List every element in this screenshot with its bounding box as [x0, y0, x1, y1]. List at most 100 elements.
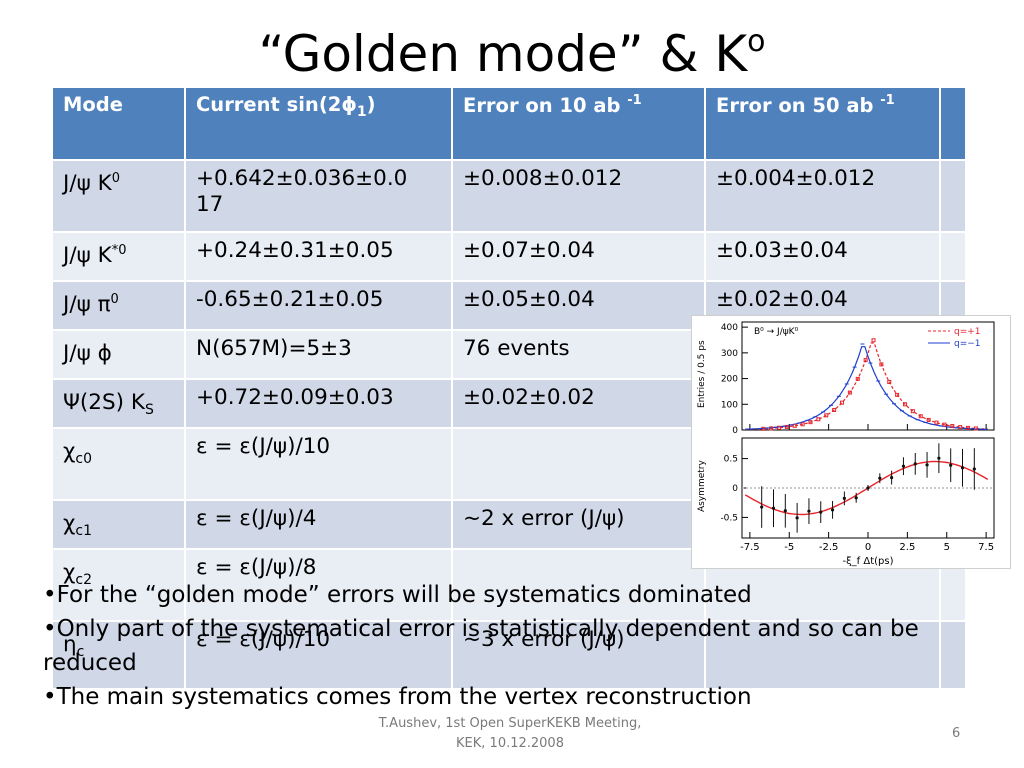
q-plus-point — [808, 420, 813, 425]
asymmetry-point — [807, 509, 811, 513]
q-plus-point — [879, 362, 884, 367]
cell-current-text: ε = ε(J/ψ)/10 — [196, 434, 331, 459]
cell-current-text: N(657M)=5±3 — [196, 336, 352, 361]
asymmetry-point — [760, 505, 764, 509]
cell-mode-sup: *0 — [111, 243, 127, 258]
bullet-list: •For the “golden mode” errors will be sy… — [43, 578, 983, 714]
asymmetry-point — [949, 463, 953, 467]
q-plus-point — [895, 392, 900, 397]
asymmetry-point — [842, 496, 846, 501]
cell-err50-text: ±0.02±0.04 — [716, 287, 848, 312]
cell-extra — [939, 159, 967, 233]
table-row: J/ψ π0 -0.65±0.21±0.05 ±0.05±0.04 ±0.02±0.0… — [51, 280, 967, 331]
asymmetry-point — [901, 464, 906, 468]
cell-mode-text: χ — [63, 511, 76, 536]
legend-q-plus-label: q=+1 — [954, 327, 981, 337]
cell-err10: ±0.02±0.02 — [451, 378, 706, 429]
q-plus-point — [926, 417, 931, 422]
legend-box — [924, 324, 990, 350]
cell-mode-text: η — [63, 632, 77, 657]
legend-q-minus-label: q=−1 — [954, 339, 981, 349]
cell-err10: ~2 x error (J/ψ) — [451, 499, 706, 550]
cell-mode: J/ψ K*0 — [51, 231, 186, 282]
cell-err10 — [451, 548, 706, 622]
x-axis-label: -ξ_f Δt(ps) — [842, 556, 893, 567]
q-plus-point — [832, 407, 837, 412]
legend-title: B⁰ → J/ψK⁰ — [754, 327, 799, 337]
cell-current-text: ε = ε(J/ψ)/4 — [196, 506, 317, 531]
asymmetry-point — [890, 475, 894, 480]
bullet-2: •Only part of the systematical error is … — [43, 616, 919, 676]
table-header-row: Mode Current sin(2ϕ1) Error on 10 ab -1 … — [51, 86, 967, 161]
cell-current: -0.65±0.21±0.05 — [184, 280, 453, 331]
q-plus-point — [800, 422, 805, 427]
q-plus-point — [824, 413, 829, 418]
cell-err10: ±0.07±0.04 — [451, 231, 706, 282]
cell-mode: χc0 — [51, 427, 186, 501]
header-mode: Mode — [51, 86, 186, 161]
cell-mode: χc2 — [51, 548, 186, 622]
footer: T.Aushev, 1st Open SuperKEKB Meeting, KE… — [360, 714, 660, 754]
header-err10-text: Error on 10 ab — [463, 94, 621, 117]
cell-err50-text: ±0.004±0.012 — [716, 166, 876, 191]
table-row: J/ψ K*0 +0.24±0.31±0.05 ±0.07±0.04 ±0.03±0.… — [51, 231, 967, 282]
q-plus-point — [777, 425, 782, 430]
asymmetry-figure: -7.5 -5 -2.5 0 2.5 5 7.5 400 300 200 100 0 0.5 0 -0.5 … — [691, 315, 1011, 569]
cell-mode-text: Ψ(2S) K — [63, 390, 145, 415]
cell-err10-text: ±0.05±0.04 — [463, 287, 595, 312]
cell-current: N(657M)=5±3 — [184, 329, 453, 380]
cell-mode-text: χ — [63, 560, 76, 585]
bottom-y-tick-label: 0 — [732, 484, 738, 494]
header-err50-text: Error on 50 ab — [716, 94, 874, 117]
cell-current: ε = ε(J/ψ)/4 — [184, 499, 453, 550]
cell-extra — [939, 231, 967, 282]
cell-current-text: ε = ε(J/ψ)/10 — [196, 627, 331, 652]
cell-mode: J/ψ ϕ — [51, 329, 186, 380]
cell-mode: χc1 — [51, 499, 186, 550]
cell-err50-text: ±0.03±0.04 — [716, 238, 848, 263]
asymmetry-point — [913, 462, 917, 466]
asymmetry-point — [960, 466, 965, 470]
cell-current: ε = ε(J/ψ)/10 — [184, 620, 453, 690]
x-tick-label: -5 — [784, 542, 794, 553]
q-plus-point — [855, 376, 860, 381]
bottom-y-tick-label: 0.5 — [724, 455, 738, 465]
cell-mode-text: J/ψ π — [63, 292, 111, 317]
q-plus-point — [950, 424, 955, 429]
top-y-tick-label: 100 — [721, 400, 738, 410]
q-plus-point — [816, 417, 821, 422]
cell-mode-text: J/ψ ϕ — [63, 341, 112, 366]
q-plus-point — [863, 358, 868, 363]
cell-err10-text: ~3 x error (J/ψ) — [463, 627, 625, 652]
header-current-phi: ϕ — [341, 93, 357, 116]
slide-title-superscript: o — [747, 24, 766, 59]
header-extra — [939, 86, 967, 161]
x-tick-label: -2.5 — [819, 542, 839, 553]
cell-err10: ±0.05±0.04 — [451, 280, 706, 331]
x-tick-label: 0 — [865, 542, 871, 553]
q-plus-curve — [745, 342, 988, 430]
q-plus-point — [934, 420, 939, 425]
q-plus-point — [887, 379, 892, 384]
asymmetry-point — [771, 506, 776, 510]
figure-svg: -7.5 -5 -2.5 0 2.5 5 7.540030020010000.50-0.5 … — [697, 321, 995, 567]
cell-current: ε = ε(J/ψ)/8 — [184, 548, 453, 622]
cell-current-text: ε = ε(J/ψ)/8 — [196, 555, 317, 580]
cell-mode-sub: c1 — [75, 523, 93, 539]
cell-err10-text: ±0.008±0.012 — [463, 166, 623, 191]
header-err50: Error on 50 ab -1 — [704, 86, 941, 161]
top-y-tick-label: 400 — [721, 323, 738, 333]
q-plus-point — [784, 424, 789, 429]
cell-mode-sup: 0 — [111, 171, 120, 186]
footer-line-1: T.Aushev, 1st Open SuperKEKB Meeting, — [378, 716, 642, 731]
table-row: J/ψ K0 +0.642±0.036±0.0 17 ±0.008±0.012 ±0.… — [51, 159, 967, 233]
cell-mode-sup: 0 — [110, 292, 119, 307]
asymmetry-point — [795, 516, 799, 520]
cell-err10-text: ±0.02±0.02 — [463, 385, 595, 410]
asymmetry-point — [878, 476, 882, 480]
header-err50-sup: -1 — [880, 93, 895, 108]
q-plus-point — [958, 425, 963, 430]
header-current-text: Current sin(2 — [196, 93, 342, 116]
q-plus-point — [918, 414, 923, 419]
cell-current: +0.24±0.31±0.05 — [184, 231, 453, 282]
